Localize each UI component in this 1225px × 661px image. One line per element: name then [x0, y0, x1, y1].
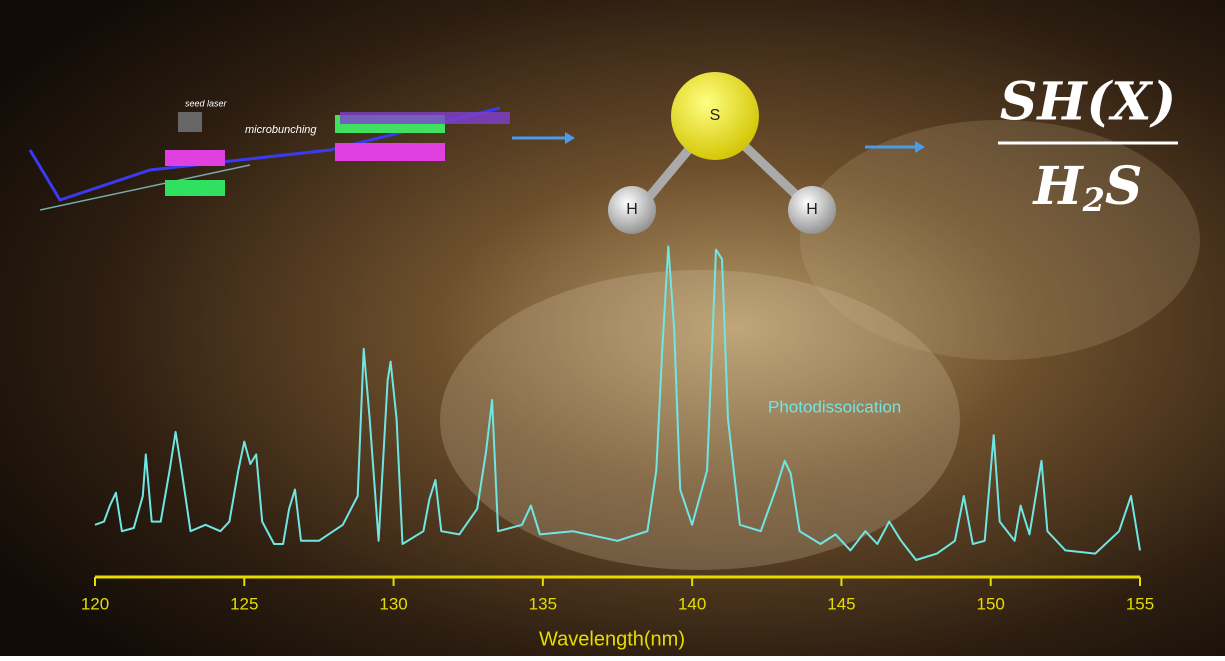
x-tick-label: 125 — [230, 594, 258, 613]
x-tick-label: 155 — [1126, 594, 1154, 613]
accelerator-label: microbunching — [245, 124, 317, 136]
atom-label: S — [710, 107, 721, 124]
x-tick-label: 135 — [529, 594, 557, 613]
x-tick-label: 150 — [977, 594, 1005, 613]
x-axis-label: Wavelength(nm) — [539, 628, 685, 650]
ratio-numerator: SH(X) — [1000, 72, 1176, 133]
figure: microbunching seed laser S H H SH(X) H2S… — [0, 0, 1225, 656]
atom-label: H — [626, 201, 638, 218]
atom-label: H — [806, 201, 818, 218]
laser-label: seed laser — [185, 98, 228, 108]
x-tick-label: 120 — [81, 594, 109, 613]
x-tick-label: 140 — [678, 594, 706, 613]
x-tick-label: 145 — [827, 594, 855, 613]
x-tick-label: 130 — [379, 594, 407, 613]
annotation: Photodissoication — [768, 397, 901, 416]
